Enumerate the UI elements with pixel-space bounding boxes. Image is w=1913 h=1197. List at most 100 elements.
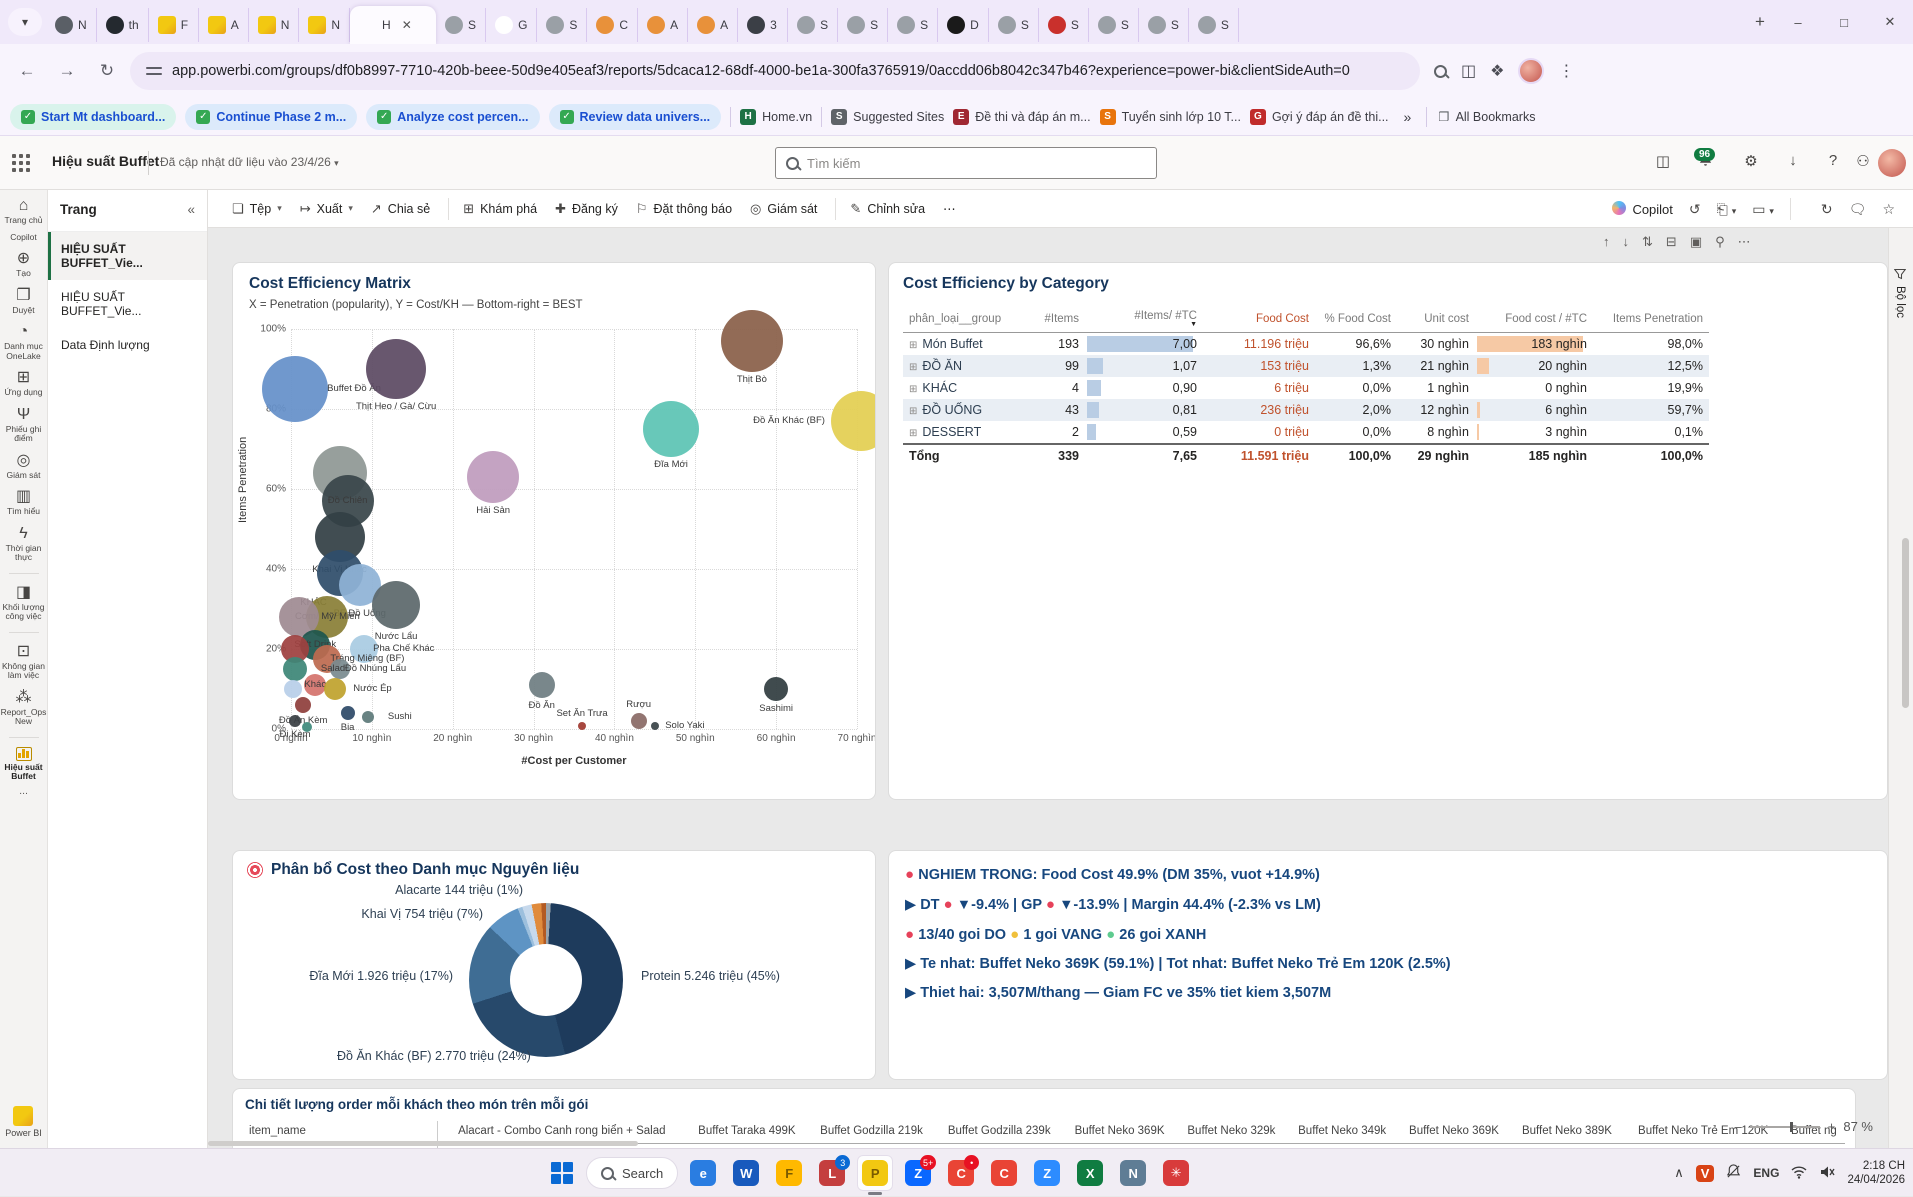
- column-header[interactable]: phân_loại__group: [903, 307, 1023, 333]
- tab-search-button[interactable]: ▾: [8, 8, 42, 36]
- bubble-Buffet Đồ Ăn[interactable]: [262, 356, 329, 422]
- browser-tab[interactable]: N: [249, 8, 300, 42]
- sidebar-item-more[interactable]: ⋯: [0, 788, 48, 799]
- browser-tab[interactable]: S: [1139, 8, 1189, 42]
- taskbar-app-chrome-2[interactable]: C: [986, 1155, 1022, 1191]
- browser-tab[interactable]: N: [299, 8, 351, 42]
- sidebar-item-home[interactable]: ⌂ Trang chủ: [0, 196, 48, 226]
- expand-icon[interactable]: ⊞: [909, 428, 918, 439]
- bubble-Nước Ép[interactable]: [324, 678, 347, 700]
- toolbar-chia-sẻ-button[interactable]: ↗ Chia sẻ: [371, 201, 430, 217]
- sidebar-item-learn[interactable]: ▥ Tìm hiểu: [0, 487, 48, 517]
- help-icon[interactable]: ?: [1828, 152, 1838, 169]
- maximize-button[interactable]: □: [1840, 14, 1848, 30]
- page-item[interactable]: HIỆU SUẤT BUFFET_Vie...: [48, 232, 207, 280]
- sidebar-item-browse[interactable]: ❐ Duyệt: [0, 286, 48, 316]
- taskbar-app-chrome[interactable]: C •: [943, 1155, 980, 1191]
- browser-tab[interactable]: S: [537, 8, 588, 42]
- bubble-Rượu[interactable]: [630, 713, 647, 729]
- do-not-disturb-icon[interactable]: [1726, 1164, 1741, 1182]
- bubble-unlabeled[interactable]: [284, 680, 303, 698]
- matrix-column-header[interactable]: Buffet Neko 349k: [1286, 1121, 1398, 1144]
- drill-up-icon[interactable]: ↑: [1603, 234, 1610, 249]
- page-item[interactable]: Data Định lượng: [61, 338, 150, 352]
- taskbar-app-photos[interactable]: ✳: [1158, 1155, 1194, 1191]
- table-row[interactable]: ⊞ Món Buffet 193 7,00 11.196 triệu 96,6% 30 ng…: [903, 333, 1709, 356]
- forward-button[interactable]: →: [58, 61, 76, 80]
- sidebar-item-apps[interactable]: ⊞ Ứng dụng: [0, 368, 48, 398]
- bubble-Thịt Bò[interactable]: [720, 310, 783, 372]
- column-header[interactable]: Food cost / #TC: [1475, 307, 1593, 333]
- browser-tab[interactable]: S: [1189, 8, 1239, 42]
- toolbar-giám-sát-button[interactable]: ◎ Giám sát: [750, 201, 817, 217]
- bubble-Set Ăn Trưa[interactable]: [578, 721, 587, 730]
- matrix-column-header[interactable]: Buffet Godzilla 219k: [807, 1121, 936, 1144]
- taskbar-app-edge[interactable]: e: [685, 1155, 721, 1191]
- browser-tab[interactable]: D: [938, 8, 989, 42]
- toolbar-đặt-thông-báo-button[interactable]: ⚐ Đặt thông báo: [636, 201, 732, 217]
- zoom-in-icon[interactable]: +: [1827, 1119, 1836, 1134]
- sidebar-item-report[interactable]: Hiệu suất Buffet: [0, 746, 48, 782]
- vertical-scrollbar-thumb[interactable]: [1902, 538, 1909, 708]
- start-button[interactable]: [551, 1162, 573, 1184]
- sidebar-item-workspace-report-ops[interactable]: ⁂ Report_Ops New: [0, 688, 48, 727]
- canvas-zoom-control[interactable]: – + 87 %: [1735, 1119, 1873, 1134]
- browser-tab[interactable]: S: [888, 8, 939, 42]
- site-settings-icon[interactable]: [146, 64, 162, 78]
- matrix-column-header[interactable]: Buffet Neko 369K: [1063, 1121, 1177, 1144]
- taskbar-search[interactable]: Search: [586, 1157, 679, 1189]
- browser-tab[interactable]: S: [788, 8, 839, 42]
- page-item[interactable]: HIỆU SUẤT BUFFET_Vie...: [61, 290, 142, 318]
- column-header[interactable]: #Items: [1023, 307, 1085, 333]
- matrix-column-header[interactable]: Buffet Neko 369K: [1397, 1121, 1511, 1144]
- browser-tab[interactable]: S: [1039, 8, 1089, 42]
- minimize-button[interactable]: –: [1794, 14, 1802, 30]
- donut-chart[interactable]: [469, 903, 623, 1057]
- more-options-icon[interactable]: ⋯: [1737, 234, 1751, 249]
- bubble-Nước Lẩu[interactable]: [372, 581, 421, 629]
- taskbar-app-zoom[interactable]: Z: [1029, 1155, 1065, 1191]
- vlc-tray-icon[interactable]: V: [1695, 1164, 1715, 1182]
- extensions-icon[interactable]: ❖: [1490, 63, 1505, 80]
- bubble-Đồ Nhúng Lẩu[interactable]: [329, 659, 350, 679]
- taskbar-app-zalo[interactable]: Z 5+: [900, 1155, 937, 1191]
- bubble-Đồ Ăn Khác (BF)[interactable]: [831, 391, 875, 451]
- back-button[interactable]: ←: [18, 61, 36, 80]
- wifi-icon[interactable]: [1791, 1165, 1807, 1182]
- view-dropdown-icon[interactable]: ▭ ▾: [1752, 200, 1774, 217]
- split-screen-icon[interactable]: ◫: [1461, 63, 1477, 80]
- matrix-column-header[interactable]: Buffet Taraka 499K: [686, 1121, 808, 1144]
- all-bookmarks-button[interactable]: ❐ All Bookmarks: [1438, 109, 1535, 125]
- toolbar-khám-phá-button[interactable]: ⊞ Khám phá: [463, 201, 537, 217]
- search-input[interactable]: Tìm kiếm: [775, 147, 1157, 179]
- bubble-Bia[interactable]: [340, 706, 355, 720]
- browser-tab[interactable]: A: [688, 8, 739, 42]
- toolbar-tệp-button[interactable]: ❏ Tệp ▾: [232, 201, 282, 217]
- browser-tab[interactable]: th: [97, 8, 149, 42]
- expand-levels-icon[interactable]: ⇅: [1642, 234, 1653, 249]
- download-icon[interactable]: ↓: [1789, 152, 1797, 169]
- browser-tab[interactable]: S: [436, 8, 487, 42]
- table-row[interactable]: ⊞ ĐỒ UỐNG 43 0,81 236 triệu 2,0% 12 nghìn 6 ngh…: [903, 399, 1709, 421]
- sidebar-item-workspace[interactable]: ⊡ Không gian làm việc: [0, 642, 48, 681]
- group-cell[interactable]: ⊞ DESSERT: [909, 425, 982, 439]
- refresh-visuals-icon[interactable]: ↻: [1820, 200, 1833, 217]
- matrix-column-header[interactable]: Buffet Neko 329k: [1176, 1121, 1287, 1144]
- bookmark-item[interactable]: G Gợi ý đáp án đề thi...: [1249, 108, 1389, 125]
- reload-button[interactable]: ↻: [99, 61, 115, 80]
- copilot-button[interactable]: Copilot: [1612, 201, 1673, 217]
- browser-tab[interactable]: S: [1089, 8, 1139, 42]
- group-cell[interactable]: ⊞ ĐỒ UỐNG: [909, 403, 983, 417]
- group-cell[interactable]: ⊞ Món Buffet: [909, 337, 983, 351]
- expand-icon[interactable]: ⊞: [909, 340, 918, 351]
- drill-down-icon[interactable]: ↓: [1622, 234, 1630, 249]
- comments-icon[interactable]: 🗨: [1848, 200, 1867, 217]
- column-header[interactable]: Food Cost: [1203, 307, 1315, 333]
- cost-efficiency-matrix-visual[interactable]: Cost Efficiency Matrix X = Penetration (…: [232, 262, 876, 800]
- expand-icon[interactable]: ⊞: [909, 384, 918, 395]
- table-row[interactable]: ⊞ ĐỒ ĂN 99 1,07 153 triệu 1,3% 21 nghìn 20 nghì…: [903, 355, 1709, 377]
- bubble-Đĩa Mới[interactable]: [643, 401, 700, 457]
- matrix-column-header[interactable]: Buffet Neko 389K: [1510, 1121, 1624, 1144]
- browser-tab[interactable]: S: [838, 8, 889, 42]
- close-button[interactable]: ✕: [1884, 14, 1896, 29]
